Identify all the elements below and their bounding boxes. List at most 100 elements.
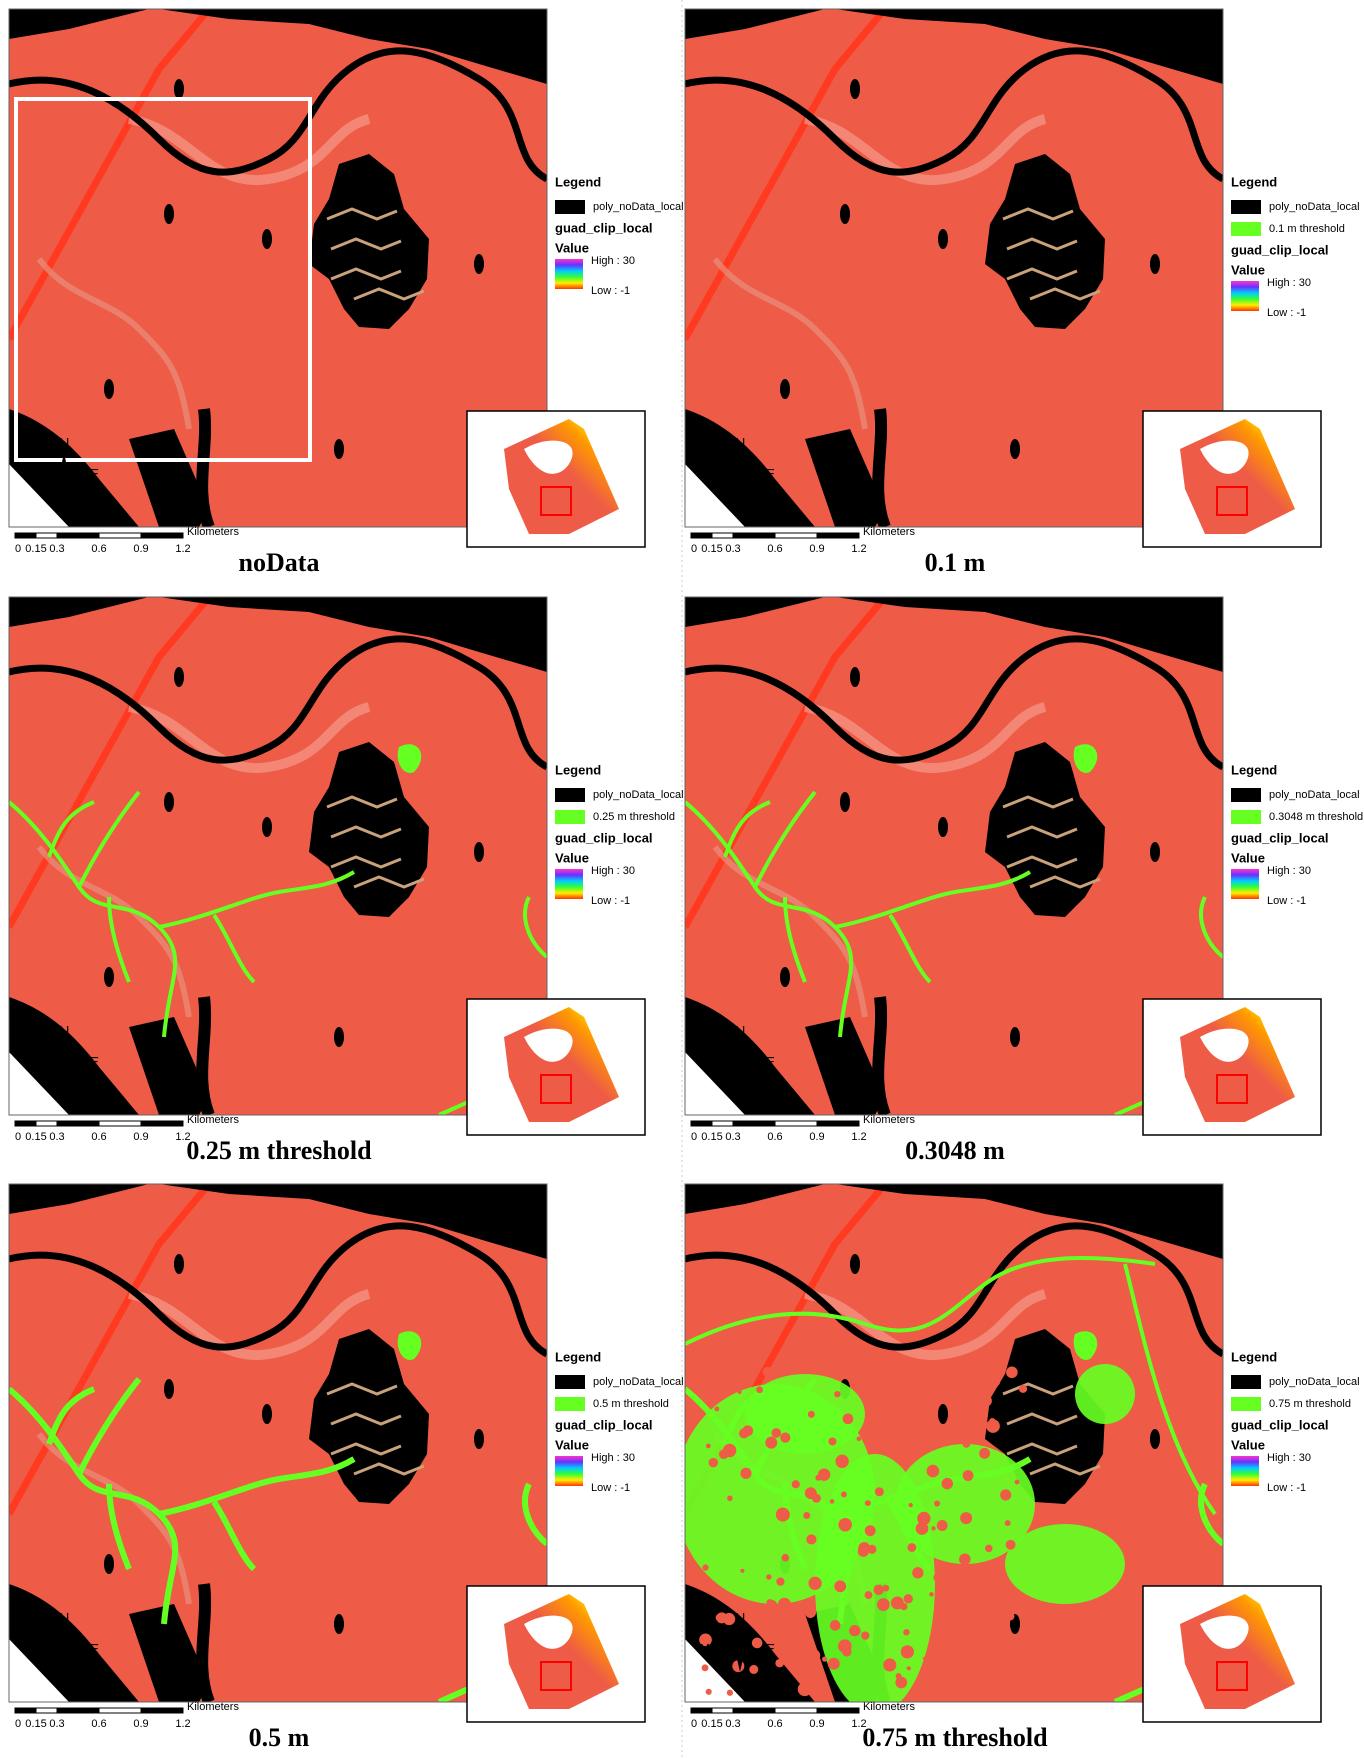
legend-ramp — [1231, 1456, 1259, 1486]
texture — [857, 1437, 862, 1442]
texture — [780, 1649, 793, 1662]
nodata-spot — [1150, 254, 1160, 274]
texture — [875, 1487, 884, 1496]
nodata-spot — [474, 842, 484, 862]
texture — [937, 1520, 948, 1531]
scale-label: 0 — [15, 1131, 21, 1143]
scale-label: 0.3 — [725, 543, 740, 555]
texture — [927, 1465, 940, 1478]
legend-item: poly_noData_local — [593, 201, 684, 213]
texture — [805, 1606, 817, 1618]
scale-label: 0.6 — [91, 543, 106, 555]
texture — [866, 1415, 874, 1423]
compass-w: W — [701, 466, 716, 483]
texture — [806, 1534, 816, 1544]
nodata-spot — [840, 792, 850, 812]
texture — [916, 1522, 929, 1535]
texture — [880, 1407, 887, 1414]
scale-segment — [15, 1121, 36, 1126]
texture — [727, 1495, 733, 1501]
texture — [709, 1458, 718, 1467]
compass-n: N — [59, 1610, 70, 1627]
legend-layer: guad_clip_local — [555, 220, 653, 235]
scale-label: 0.9 — [133, 1131, 148, 1143]
legend-ramp — [1231, 281, 1259, 311]
legend-ramp — [555, 869, 583, 899]
texture — [904, 1594, 913, 1603]
texture — [740, 1468, 751, 1479]
nodata-spot — [104, 379, 114, 399]
scale-segment — [733, 1121, 775, 1126]
texture — [997, 1362, 1002, 1367]
texture — [901, 1645, 914, 1658]
compass-n: N — [735, 435, 746, 452]
texture — [1006, 1540, 1016, 1550]
legend-layer: guad_clip_local — [555, 1417, 653, 1432]
scale-label: 0.6 — [91, 1131, 106, 1143]
scale-label: 0.15 — [701, 543, 722, 555]
threshold-area — [1005, 1524, 1125, 1604]
legend-swatch — [1231, 1397, 1261, 1411]
scale-label: 0 — [15, 543, 21, 555]
legend-high: High : 30 — [591, 255, 635, 267]
texture — [727, 1690, 733, 1696]
nodata-spot — [262, 1404, 272, 1424]
compass-e: E — [89, 466, 99, 483]
texture — [956, 1392, 969, 1405]
legend-value: Value — [1231, 1437, 1265, 1452]
scale-segment — [733, 1708, 775, 1713]
caption: 0.25 m threshold — [186, 1136, 372, 1165]
texture — [780, 1433, 790, 1443]
legend-high: High : 30 — [1267, 277, 1311, 289]
map-panel: NSEWLegendpoly_noData_local0.1 m thresho… — [685, 9, 1360, 577]
legend-value: Value — [555, 1437, 589, 1452]
texture — [907, 1666, 911, 1670]
scale-segment — [817, 533, 859, 538]
scale-segment — [15, 1708, 36, 1713]
compass-s: S — [59, 1085, 69, 1102]
texture — [714, 1406, 719, 1411]
texture — [935, 1673, 947, 1685]
texture — [834, 1391, 840, 1397]
scale-unit: Kilometers — [863, 526, 915, 538]
texture — [861, 1631, 869, 1639]
nodata-spot — [334, 1614, 344, 1634]
texture — [843, 1414, 854, 1425]
scale-label: 1.2 — [175, 543, 190, 555]
texture — [835, 1455, 848, 1468]
nodata-spot — [104, 967, 114, 987]
legend-high: High : 30 — [1267, 865, 1311, 877]
texture — [803, 1512, 810, 1519]
map — [675, 1184, 1223, 1714]
nodata-spot — [174, 1254, 184, 1274]
compass-w: W — [25, 1641, 40, 1658]
scale-segment — [775, 1121, 817, 1126]
scale-label: 0 — [15, 1718, 21, 1730]
texture — [933, 1412, 938, 1417]
scale-label: 0.6 — [767, 543, 782, 555]
legend-ramp — [555, 259, 583, 289]
texture — [706, 1444, 711, 1449]
map-panel: NSEWLegendpoly_noData_local0.3048 m thre… — [685, 597, 1363, 1165]
texture — [1006, 1367, 1018, 1379]
nodata-spot — [1010, 439, 1020, 459]
texture — [942, 1478, 954, 1490]
texture — [772, 1624, 786, 1638]
legend-item: 0.75 m threshold — [1269, 1398, 1351, 1410]
legend-value: Value — [1231, 262, 1265, 277]
texture — [716, 1614, 723, 1621]
scale-unit: Kilometers — [187, 1114, 239, 1126]
nodata-spot — [104, 1554, 114, 1574]
compass-s: S — [735, 1672, 745, 1689]
legend-ramp — [1231, 869, 1259, 899]
scale-unit: Kilometers — [187, 1701, 239, 1713]
nodata-spot — [840, 204, 850, 224]
legend-swatch — [1231, 810, 1261, 824]
caption: 0.5 m — [249, 1723, 310, 1752]
legend-item: poly_noData_local — [593, 789, 684, 801]
legend-swatch — [1231, 200, 1261, 214]
scale-segment — [99, 1708, 141, 1713]
scale-label: 0.3 — [49, 1718, 64, 1730]
legend-low: Low : -1 — [591, 285, 630, 297]
texture — [738, 1390, 742, 1394]
